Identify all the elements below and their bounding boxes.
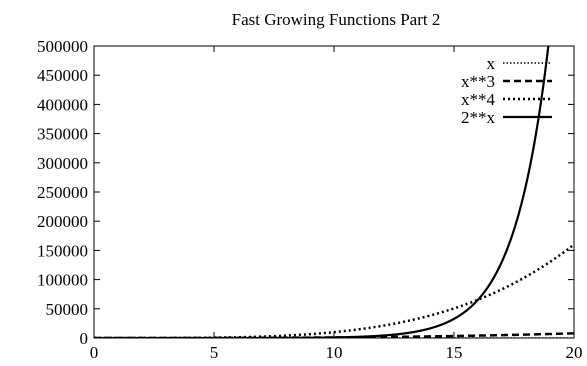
axis-ticks — [93, 45, 575, 339]
y-tick-label: 400000 — [37, 95, 88, 114]
series-line-3 — [94, 243, 574, 338]
legend-label: x**4 — [461, 90, 496, 109]
legend-label: x — [487, 54, 496, 73]
y-tick-label: 250000 — [37, 183, 88, 202]
x-tick-label: 20 — [566, 343, 583, 362]
y-tick-label: 500000 — [37, 37, 88, 56]
legend: xx**3x**42**x — [461, 54, 552, 127]
y-tick-label: 200000 — [37, 212, 88, 231]
y-tick-label: 100000 — [37, 271, 88, 290]
x-tick-label: 10 — [326, 343, 343, 362]
y-tick-label: 0 — [80, 329, 89, 348]
y-tick-label: 350000 — [37, 125, 88, 144]
legend-label: 2**x — [461, 108, 496, 127]
x-tick-label: 5 — [210, 343, 219, 362]
tick-labels: 0 50000 100000 150000 200000 250000 300000 3500… — [37, 37, 583, 362]
plot-frame — [93, 45, 575, 339]
chart-title: Fast Growing Functions Part 2 — [232, 10, 441, 29]
y-tick-label: 150000 — [37, 241, 88, 260]
x-tick-label: 15 — [446, 343, 463, 362]
y-tick-label: 450000 — [37, 66, 88, 85]
legend-label: x**3 — [461, 72, 495, 91]
x-tick-label: 0 — [90, 343, 99, 362]
y-tick-label: 50000 — [46, 300, 89, 319]
y-tick-label: 300000 — [37, 154, 88, 173]
